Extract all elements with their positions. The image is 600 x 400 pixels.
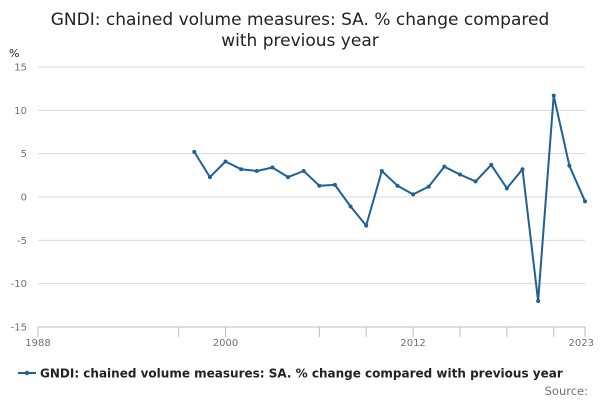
x-tick-label: 2000: [213, 338, 238, 349]
source-label: Source:: [545, 384, 588, 398]
data-point[interactable]: [301, 169, 306, 173]
data-point[interactable]: [207, 175, 212, 180]
data-point[interactable]: [504, 186, 509, 191]
chart-title-line-1: GNDI: chained volume measures: SA. % cha…: [51, 10, 549, 30]
data-point[interactable]: [364, 223, 369, 228]
data-point[interactable]: [473, 179, 478, 184]
data-point[interactable]: [332, 182, 337, 187]
data-point[interactable]: [567, 163, 572, 168]
data-point[interactable]: [254, 169, 259, 173]
data-point[interactable]: [457, 172, 462, 177]
y-tick-label: 5: [21, 149, 27, 160]
data-point[interactable]: [489, 162, 494, 167]
y-tick-label: 10: [14, 106, 27, 117]
data-point[interactable]: [239, 167, 244, 172]
chart-title-line-2: with previous year: [221, 31, 378, 51]
data-point[interactable]: [395, 183, 400, 188]
y-axis-label: %: [9, 47, 19, 60]
x-axis: 1988 2000 2012 2023: [25, 326, 594, 349]
data-point[interactable]: [520, 167, 525, 172]
y-tick-label: -15: [11, 323, 27, 334]
data-point[interactable]: [411, 192, 416, 197]
y-tick-label: -10: [11, 279, 27, 290]
data-point[interactable]: [348, 204, 353, 209]
y-tick-label: -5: [17, 236, 27, 247]
series-line: [193, 94, 586, 302]
data-point[interactable]: [317, 183, 322, 188]
data-point[interactable]: [379, 169, 384, 173]
y-axis-ticks: 15 10 5 0 -5 -10 -15: [11, 63, 27, 334]
data-point[interactable]: [536, 299, 541, 303]
legend[interactable]: GNDI: chained volume measures: SA. % cha…: [18, 367, 563, 381]
data-point[interactable]: [286, 175, 291, 180]
x-tick-label: 1988: [25, 338, 50, 349]
legend-swatch-marker: [24, 370, 30, 376]
legend-label: GNDI: chained volume measures: SA. % cha…: [40, 367, 563, 381]
y-tick-label: 15: [14, 63, 27, 74]
data-point[interactable]: [551, 93, 556, 98]
data-point[interactable]: [583, 199, 587, 204]
gridlines: [38, 66, 585, 285]
data-point[interactable]: [270, 165, 275, 170]
data-point[interactable]: [192, 149, 197, 154]
y-tick-label: 0: [21, 193, 27, 204]
x-tick-label: 2023: [569, 338, 594, 349]
data-point[interactable]: [426, 184, 431, 189]
data-point[interactable]: [442, 164, 447, 169]
series-group: [192, 93, 587, 303]
data-point[interactable]: [223, 159, 228, 164]
x-tick-label: 2012: [400, 338, 425, 349]
